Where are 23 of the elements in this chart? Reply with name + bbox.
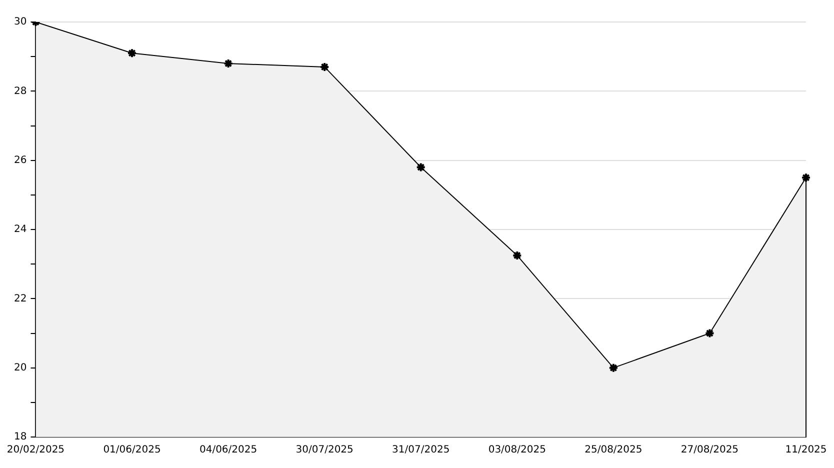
x-tick-label: 30/07/2025 [296, 444, 354, 456]
point [223, 58, 234, 68]
point [416, 162, 426, 172]
y-tick-label: 22 [14, 293, 27, 304]
y-tick-label: 28 [14, 86, 27, 97]
point [608, 362, 618, 373]
x-tick-label: 03/08/2025 [488, 444, 546, 456]
y-tick-label: 30 [14, 16, 27, 28]
point [127, 48, 138, 58]
x-tick-label: 25/08/2025 [584, 444, 642, 456]
x-tick-label: 01/06/2025 [103, 444, 161, 456]
point [704, 328, 715, 338]
point [512, 250, 522, 260]
y-tick-label: 18 [14, 432, 27, 443]
x-tick-label: 11/2025 [785, 444, 827, 456]
y-tick-label: 24 [14, 224, 27, 236]
x-tick-label: 20/02/2025 [6, 444, 65, 456]
point [320, 62, 330, 72]
x-tick-label: 04/06/2025 [199, 444, 258, 456]
y-tick-label: 26 [14, 154, 27, 166]
y-tick-label: 20 [14, 362, 27, 374]
x-tick-label: 31/07/2025 [392, 444, 450, 456]
x-tick-label: 27/08/2025 [680, 444, 739, 456]
